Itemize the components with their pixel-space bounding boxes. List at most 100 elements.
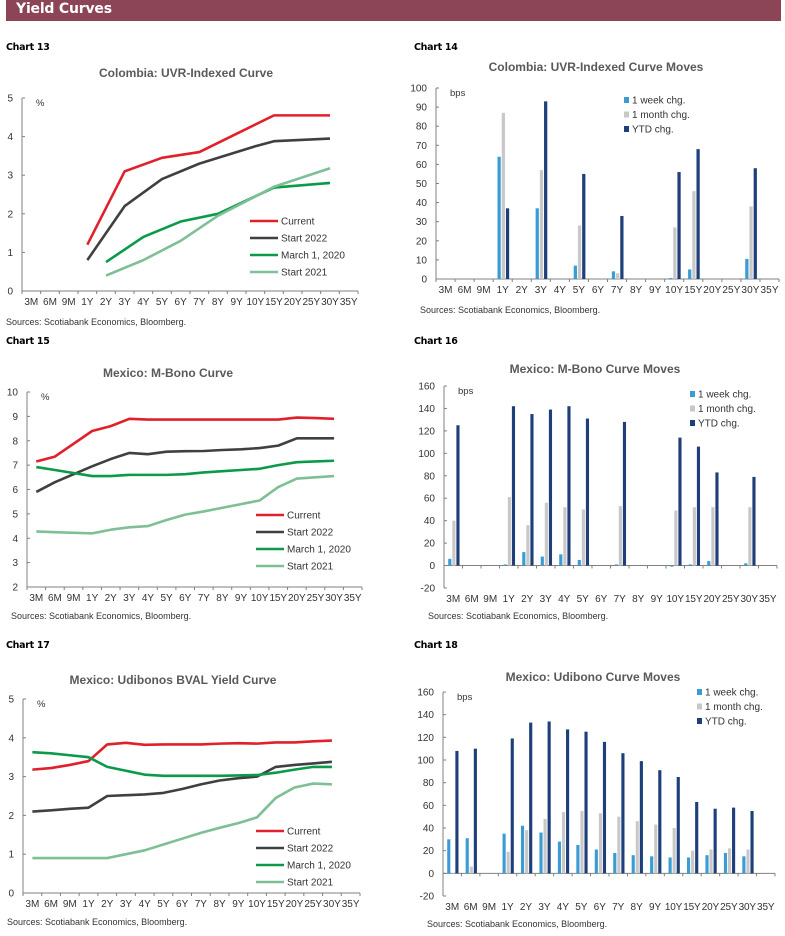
x-tick-label: 8Y xyxy=(212,297,225,308)
bar-1-week-chg-2y xyxy=(522,552,526,566)
x-tick-label: 6M xyxy=(44,899,58,910)
x-tick-label: 35Y xyxy=(342,899,360,910)
y-axis-unit: % xyxy=(37,699,46,710)
legend-label: Current xyxy=(281,217,315,228)
legend-swatch xyxy=(624,97,629,103)
chart-title: Mexico: Udibonos BVAL Yield Curve xyxy=(70,673,277,687)
legend-label: 1 week chg. xyxy=(705,688,758,699)
chart-15-label: Chart 15 xyxy=(6,336,50,347)
bar-ytd-chg-30y xyxy=(753,168,757,279)
sources-note: Sources: Scotiabank Economics, Bloomberg… xyxy=(6,317,186,327)
y-tick-label: 60 xyxy=(416,160,428,171)
x-tick-label: 9M xyxy=(67,593,81,604)
bar-ytd-chg-2y xyxy=(530,414,534,566)
x-tick-label: 7Y xyxy=(611,285,624,296)
legend-swatch xyxy=(624,126,629,132)
legend-label: YTD chg. xyxy=(705,717,747,728)
bar-ytd-chg-3y xyxy=(548,409,553,566)
y-tick-label: 2 xyxy=(12,583,18,594)
y-tick-label: 1 xyxy=(8,850,14,861)
y-tick-label: 0 xyxy=(421,275,427,286)
chart-16-label: Chart 16 xyxy=(414,336,458,347)
bar-ytd-chg-3m xyxy=(456,425,460,566)
bar-1-month-chg-15y xyxy=(691,850,695,874)
legend-label: Current xyxy=(287,827,321,838)
x-tick-label: 6M xyxy=(48,593,62,604)
bar-ytd-chg-1y xyxy=(511,406,516,566)
x-tick-label: 35Y xyxy=(344,593,362,604)
y-tick-label: 0 xyxy=(8,889,14,900)
bar-1-month-chg-25y xyxy=(727,848,732,874)
bar-1-month-chg-20y xyxy=(711,507,715,566)
x-tick-label: 20Y xyxy=(284,297,302,308)
section-header: Yield Curves xyxy=(6,0,781,21)
y-axis-unit: % xyxy=(41,392,50,403)
x-tick-label: 8Y xyxy=(632,594,645,605)
x-tick-label: 3Y xyxy=(123,593,136,604)
y-tick-label: 140 xyxy=(418,404,435,415)
bar-1-month-chg-3y xyxy=(543,818,547,874)
bar-1-month-chg-30y xyxy=(749,206,753,279)
x-tick-label: 2Y xyxy=(105,593,118,604)
y-tick-label: 80 xyxy=(424,471,436,482)
x-tick-label: 8Y xyxy=(216,593,229,604)
chart-17-label: Chart 17 xyxy=(6,640,50,651)
series-line-current xyxy=(86,114,330,246)
bar-1-month-chg-8y xyxy=(635,821,639,874)
y-tick-label: 20 xyxy=(423,846,435,857)
x-tick-label: 4Y xyxy=(557,902,570,913)
x-tick-label: 25Y xyxy=(303,297,321,308)
x-tick-label: 3M xyxy=(439,285,453,296)
x-tick-label: 20Y xyxy=(286,899,304,910)
x-tick-label: 15Y xyxy=(685,594,703,605)
y-tick-label: 2 xyxy=(7,209,13,220)
sources-note: Sources: Scotiabank Economics, Bloomberg… xyxy=(7,917,187,927)
y-tick-label: 120 xyxy=(418,426,435,437)
x-tick-label: 1Y xyxy=(86,593,99,604)
chart-title: Colombia: UVR-Indexed Curve Moves xyxy=(489,60,704,74)
x-tick-label: 25Y xyxy=(722,285,740,296)
y-tick-label: 70 xyxy=(416,141,428,152)
x-tick-label: 35Y xyxy=(340,297,358,308)
x-tick-label: 3Y xyxy=(538,902,551,913)
bar-1-month-chg-10y xyxy=(672,828,676,874)
bar-1-month-chg-7y xyxy=(616,273,620,279)
bar-1-week-chg-4y xyxy=(559,554,563,566)
bar-ytd-chg-7y xyxy=(621,753,625,874)
bar-1-month-chg-7y xyxy=(618,506,622,566)
y-tick-label: -20 xyxy=(421,584,436,595)
x-tick-label: 15Y xyxy=(683,902,701,913)
bar-1-week-chg-3y xyxy=(540,556,544,566)
bar-ytd-chg-10y xyxy=(678,437,682,566)
bar-ytd-chg-7y xyxy=(620,215,624,279)
y-tick-label: 20 xyxy=(416,236,428,247)
x-tick-label: 3M xyxy=(446,594,460,605)
chart-18-label: Chart 18 xyxy=(414,640,458,651)
x-tick-label: 6Y xyxy=(176,899,189,910)
series-line-start-2022 xyxy=(86,137,331,261)
bar-ytd-chg-10y xyxy=(676,777,680,874)
sources-note: Sources: Scotiabank Economics, Bloomberg… xyxy=(420,305,600,315)
y-tick-label: 120 xyxy=(417,733,434,744)
bar-1-week-chg-6y xyxy=(594,849,598,874)
x-tick-label: 1Y xyxy=(82,899,95,910)
y-tick-label: 3 xyxy=(7,171,13,182)
x-tick-label: 3M xyxy=(25,899,39,910)
x-tick-label: 1Y xyxy=(81,297,94,308)
legend-swatch xyxy=(690,405,695,412)
bar-1-week-chg-30y xyxy=(744,563,748,566)
bar-1-month-chg-2y xyxy=(525,830,529,874)
bar-ytd-chg-30y xyxy=(750,811,754,874)
y-tick-label: 40 xyxy=(416,198,428,209)
legend-label: YTD chg. xyxy=(698,419,740,430)
x-tick-label: 25Y xyxy=(307,593,325,604)
bar-ytd-chg-1y xyxy=(505,208,510,279)
x-tick-label: 10Y xyxy=(667,594,685,605)
series-line-current xyxy=(32,739,332,771)
bar-ytd-chg-1y xyxy=(510,738,514,874)
y-tick-label: 50 xyxy=(416,179,428,190)
bar-1-month-chg-15y xyxy=(692,507,696,566)
x-tick-label: 9Y xyxy=(235,593,248,604)
